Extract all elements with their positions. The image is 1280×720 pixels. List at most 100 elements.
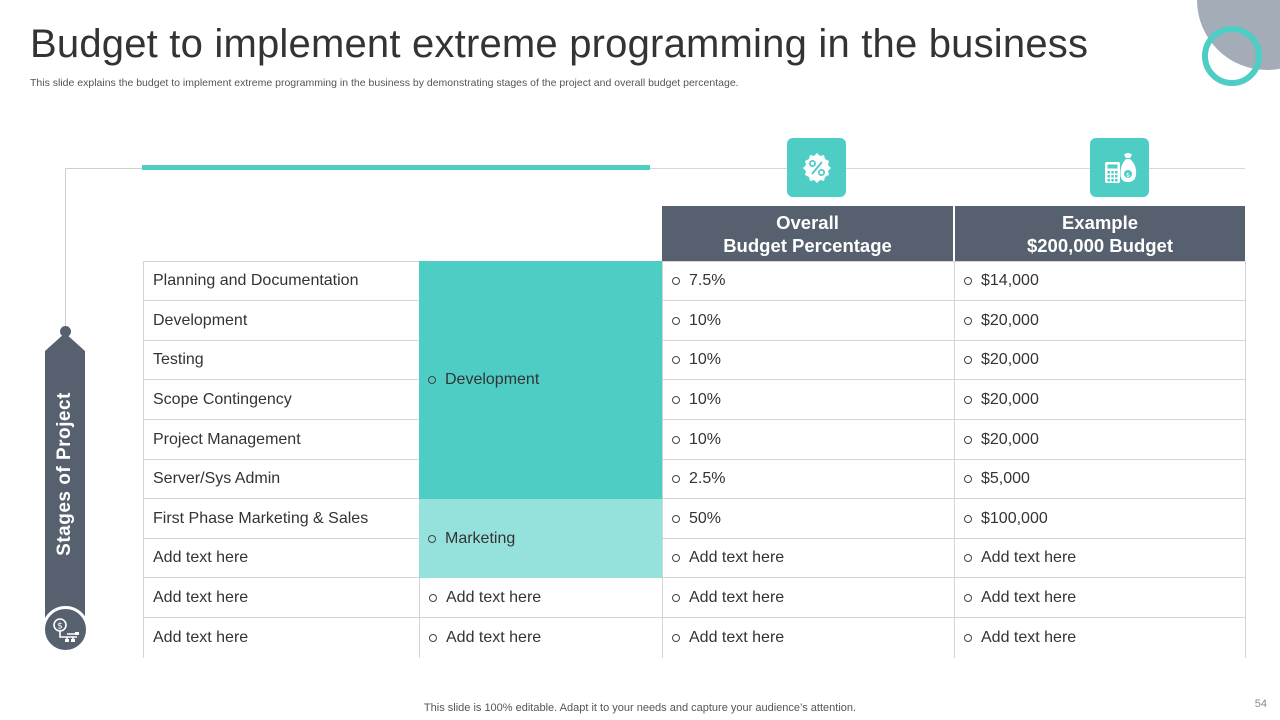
bullet-icon xyxy=(964,435,972,444)
group-cell-development: Development xyxy=(419,261,662,499)
cell-text: Scope Contingency xyxy=(153,390,292,408)
cell-text: 7.5% xyxy=(689,272,726,289)
slide-subtitle: This slide explains the budget to implem… xyxy=(30,77,739,89)
stage-cell: Project Management xyxy=(143,420,419,460)
cell-text: Add text here xyxy=(153,629,249,646)
category-cell: Add text here xyxy=(419,618,662,658)
stage-cell: Add text here xyxy=(143,539,419,578)
cell-text: Add text here xyxy=(446,629,542,646)
cell-text: $100,000 xyxy=(981,509,1048,527)
cell-text: 50% xyxy=(689,509,722,527)
header-line: Example xyxy=(1061,211,1139,233)
bullet-icon xyxy=(964,316,972,325)
bullet-icon xyxy=(964,634,972,642)
bullet-icon xyxy=(964,395,972,404)
bullet-icon xyxy=(428,534,436,543)
header-example-budget: Example $200,000 Budget xyxy=(954,206,1245,261)
cell-text: $20,000 xyxy=(981,351,1039,368)
amount-cell: $20,000 xyxy=(954,420,1246,460)
cell-text: Add text here xyxy=(981,588,1077,606)
group-label: Marketing xyxy=(445,529,516,547)
bullet-icon xyxy=(672,514,680,523)
bullet-icon xyxy=(672,316,680,325)
percent-cell: Add text here xyxy=(662,618,954,658)
svg-text:$: $ xyxy=(1125,170,1129,178)
percent-cell: 10% xyxy=(662,301,954,341)
cell-text: Add text here xyxy=(981,549,1077,566)
cell-text: 10% xyxy=(689,430,722,448)
bullet-icon xyxy=(672,593,680,602)
stage-cell: Server/Sys Admin xyxy=(143,460,419,499)
bullet-icon xyxy=(428,376,436,384)
money-calculator-icon: $ xyxy=(1090,138,1149,197)
bullet-icon xyxy=(964,356,972,364)
header-line: $200,000 Budget xyxy=(1026,234,1173,256)
amount-cell: $20,000 xyxy=(954,341,1246,380)
bullet-icon xyxy=(964,475,972,483)
connector-dot xyxy=(60,326,71,337)
accent-bar xyxy=(142,165,650,170)
cell-text: 2.5% xyxy=(689,470,726,487)
cell-text: 10% xyxy=(689,311,722,329)
cell-text: 10% xyxy=(689,390,722,408)
cell-text: Server/Sys Admin xyxy=(153,470,281,487)
stage-cell: Development xyxy=(143,301,419,341)
connector-line xyxy=(650,168,1245,169)
stages-label: Stages of Project xyxy=(54,392,75,556)
amount-cell: $14,000 xyxy=(954,261,1246,301)
percent-badge-icon xyxy=(787,138,846,197)
cell-text: $5,000 xyxy=(981,470,1030,487)
percent-cell: 2.5% xyxy=(662,460,954,499)
stage-cell: Add text here xyxy=(143,618,419,658)
slide-title: Budget to implement extreme programming … xyxy=(30,22,1089,66)
bullet-icon xyxy=(672,277,680,285)
cell-text: Add text here xyxy=(153,549,249,566)
cell-text: Project Management xyxy=(153,430,301,448)
percent-cell: 10% xyxy=(662,420,954,460)
stage-cell: Add text here xyxy=(143,578,419,618)
cell-text: $20,000 xyxy=(981,430,1039,448)
stages-tab xyxy=(45,333,85,623)
group-cell-marketing: Marketing xyxy=(419,499,662,578)
connector-line xyxy=(65,168,142,169)
stage-cell: Testing xyxy=(143,341,419,380)
amount-cell: Add text here xyxy=(954,578,1246,618)
cell-text: $20,000 xyxy=(981,390,1039,408)
cell-text: $14,000 xyxy=(981,272,1039,289)
amount-cell: $20,000 xyxy=(954,301,1246,341)
percent-cell: 10% xyxy=(662,341,954,380)
cell-text: Planning and Documentation xyxy=(153,272,359,289)
corner-ring-decoration xyxy=(1202,26,1262,86)
cell-text: $20,000 xyxy=(981,311,1039,329)
bullet-icon xyxy=(429,593,437,602)
header-line: Overall xyxy=(776,211,839,233)
footer-note: This slide is 100% editable. Adapt it to… xyxy=(423,702,857,714)
cell-text: Testing xyxy=(153,351,204,368)
bullet-icon xyxy=(672,435,680,444)
group-label: Development xyxy=(445,371,540,388)
amount-cell: $100,000 xyxy=(954,499,1246,539)
connector-line xyxy=(65,168,66,331)
bullet-icon xyxy=(964,514,972,523)
cell-text: First Phase Marketing & Sales xyxy=(153,509,369,527)
percent-cell: Add text here xyxy=(662,539,954,578)
cell-text: Add text here xyxy=(153,588,249,606)
bullet-icon xyxy=(964,554,972,562)
percent-cell: 7.5% xyxy=(662,261,954,301)
bullet-icon xyxy=(964,277,972,285)
bullet-icon xyxy=(964,593,972,602)
amount-cell: $5,000 xyxy=(954,460,1246,499)
cell-text: Add text here xyxy=(689,549,785,566)
header-budget-percentage: Overall Budget Percentage xyxy=(662,206,953,261)
header-line: Budget Percentage xyxy=(723,234,892,256)
cell-text: 10% xyxy=(689,351,722,368)
cell-text: Add text here xyxy=(689,629,785,646)
percent-cell: 50% xyxy=(662,499,954,539)
stage-cell: Planning and Documentation xyxy=(143,261,419,301)
cell-text: Add text here xyxy=(689,588,785,606)
svg-text:$: $ xyxy=(57,621,63,631)
amount-cell: Add text here xyxy=(954,539,1246,578)
percent-cell: 10% xyxy=(662,380,954,420)
percent-cell: Add text here xyxy=(662,578,954,618)
bullet-icon xyxy=(672,395,680,404)
